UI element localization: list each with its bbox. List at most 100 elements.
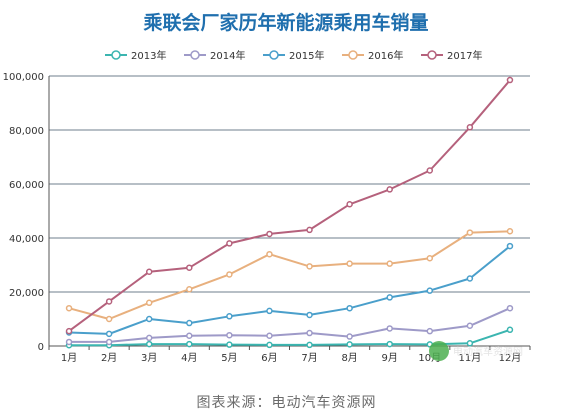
y-tick-label: 100,000 bbox=[3, 72, 44, 83]
data-point[interactable] bbox=[426, 167, 434, 174]
data-point[interactable] bbox=[105, 298, 113, 305]
series-line bbox=[68, 79, 511, 332]
legend-marker-icon bbox=[269, 50, 279, 60]
y-tick-label: 40,000 bbox=[9, 234, 44, 245]
data-point[interactable] bbox=[346, 341, 353, 348]
data-point[interactable] bbox=[466, 275, 474, 282]
data-point[interactable] bbox=[506, 304, 514, 312]
data-point[interactable] bbox=[65, 338, 73, 346]
legend-marker-icon bbox=[427, 50, 437, 60]
data-point[interactable] bbox=[145, 315, 153, 323]
legend-label: 2015年 bbox=[289, 49, 324, 62]
data-point[interactable] bbox=[186, 340, 193, 348]
series-4 bbox=[65, 76, 514, 335]
data-point[interactable] bbox=[105, 330, 113, 338]
legend-item[interactable]: 2016年 bbox=[342, 49, 403, 62]
data-point[interactable] bbox=[65, 304, 73, 312]
data-point[interactable] bbox=[466, 124, 474, 131]
data-point[interactable] bbox=[266, 250, 273, 258]
data-point[interactable] bbox=[426, 327, 434, 335]
series-line bbox=[69, 307, 511, 343]
data-point[interactable] bbox=[226, 313, 233, 320]
data-point[interactable] bbox=[506, 326, 514, 334]
data-point[interactable] bbox=[306, 341, 313, 349]
data-point[interactable] bbox=[346, 260, 353, 267]
data-point[interactable] bbox=[266, 307, 273, 315]
legend[interactable]: 2013年 2014年 2015年 2016年 2017年 bbox=[105, 49, 482, 62]
data-point[interactable] bbox=[506, 228, 514, 235]
legend-item[interactable]: 2015年 bbox=[263, 49, 324, 62]
data-point[interactable] bbox=[266, 230, 273, 238]
data-point[interactable] bbox=[466, 322, 474, 329]
data-point[interactable] bbox=[306, 226, 313, 234]
x-tick-label: 11月 bbox=[459, 352, 482, 364]
data-point[interactable] bbox=[386, 186, 393, 193]
data-point[interactable] bbox=[226, 341, 233, 348]
watermark-text: 电动汽车资源网 bbox=[453, 345, 523, 358]
x-tick-label: 3月 bbox=[141, 352, 157, 364]
data-point[interactable] bbox=[306, 311, 313, 319]
y-axis: 0 20,000 40,000 60,000 80,000 100,000 bbox=[3, 72, 50, 353]
plot-area bbox=[65, 76, 514, 349]
data-point[interactable] bbox=[346, 333, 353, 340]
data-point[interactable] bbox=[266, 341, 273, 349]
data-point[interactable] bbox=[105, 338, 113, 346]
data-point[interactable] bbox=[506, 76, 514, 84]
data-point[interactable] bbox=[266, 332, 273, 339]
data-point[interactable] bbox=[186, 319, 193, 327]
data-point[interactable] bbox=[186, 264, 193, 271]
legend-item[interactable]: 2014年 bbox=[184, 49, 245, 62]
data-point[interactable] bbox=[346, 304, 353, 312]
legend-label: 2017年 bbox=[447, 49, 482, 62]
data-point[interactable] bbox=[186, 286, 193, 293]
data-point[interactable] bbox=[386, 325, 393, 332]
x-tick-label: 8月 bbox=[341, 352, 357, 364]
data-point[interactable] bbox=[226, 331, 233, 339]
data-point[interactable] bbox=[466, 229, 474, 236]
data-point[interactable] bbox=[186, 332, 193, 339]
watermark: 电动汽车资源网 bbox=[429, 341, 523, 361]
x-tick-label: 7月 bbox=[301, 352, 317, 364]
y-tick-label: 0 bbox=[38, 342, 44, 353]
y-tick-label: 60,000 bbox=[9, 180, 44, 191]
data-point[interactable] bbox=[426, 287, 434, 294]
data-point[interactable] bbox=[426, 255, 434, 262]
data-point[interactable] bbox=[386, 340, 393, 348]
data-point[interactable] bbox=[466, 340, 474, 347]
legend-marker-icon bbox=[111, 50, 121, 60]
data-point[interactable] bbox=[226, 240, 233, 247]
source-caption: 图表来源：电动汽车资源网 bbox=[196, 395, 377, 411]
series-line bbox=[68, 245, 511, 335]
data-point[interactable] bbox=[346, 201, 353, 208]
legend-item[interactable]: 2013年 bbox=[105, 49, 166, 62]
x-tick-label: 5月 bbox=[221, 352, 237, 364]
data-point[interactable] bbox=[506, 242, 514, 250]
data-point[interactable] bbox=[65, 327, 73, 335]
x-tick-label: 1月 bbox=[61, 352, 77, 364]
data-point[interactable] bbox=[145, 340, 153, 348]
series-3 bbox=[65, 228, 514, 323]
y-tick-label: 20,000 bbox=[9, 288, 44, 299]
data-point[interactable] bbox=[145, 299, 153, 307]
data-point[interactable] bbox=[145, 268, 153, 275]
data-point[interactable] bbox=[306, 329, 313, 337]
legend-label: 2016年 bbox=[368, 49, 403, 62]
data-point[interactable] bbox=[306, 263, 313, 270]
chart-canvas: 乘联会厂家历年新能源乘用车销量 2013年 2014年 2015年 2016年 2017… bbox=[3, 11, 531, 364]
legend-label: 2013年 bbox=[131, 49, 166, 62]
data-point[interactable] bbox=[145, 334, 153, 342]
x-tick-label: 4月 bbox=[181, 352, 197, 364]
x-tick-label: 6月 bbox=[261, 352, 277, 364]
data-point[interactable] bbox=[105, 315, 113, 323]
x-tick-label: 2月 bbox=[101, 352, 117, 364]
data-point[interactable] bbox=[386, 294, 393, 301]
y-tick-label: 80,000 bbox=[9, 126, 44, 137]
grid-lines bbox=[49, 75, 530, 293]
series-line bbox=[68, 230, 511, 320]
data-point[interactable] bbox=[386, 260, 393, 267]
legend-item[interactable]: 2017年 bbox=[421, 49, 482, 62]
data-point[interactable] bbox=[226, 271, 233, 278]
chart-title: 乘联会厂家历年新能源乘用车销量 bbox=[142, 11, 428, 34]
watermark-logo-icon bbox=[429, 341, 449, 361]
